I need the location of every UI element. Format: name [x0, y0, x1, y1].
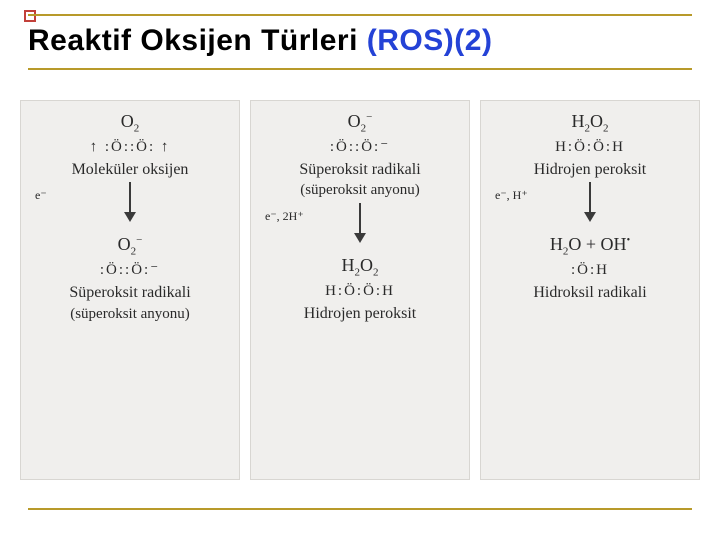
page-title: Reaktif Oksijen Türleri (ROS)(2) — [28, 24, 692, 58]
reaction-arrow-2: e⁻, 2H⁺ — [257, 203, 463, 251]
label-hydroxyl: Hidroksil radikali — [533, 284, 646, 302]
formula-hydroxyl: H2O + OH• — [550, 234, 630, 259]
panel-superoxide: O2− :Ö::Ö:⁻ Süperoksit radikali (süperok… — [250, 100, 470, 480]
arrow-note-2: e⁻, 2H⁺ — [265, 209, 304, 224]
arrow-note-3: e⁻, H⁺ — [495, 188, 528, 203]
arrow-note-1: e⁻ — [35, 188, 47, 203]
sublabel-superoxide-2: (süperoksit anyonu) — [300, 182, 420, 199]
label-superoxide-2: Süperoksit radikali — [299, 161, 420, 179]
label-peroxide-1: Hidrojen peroksit — [304, 305, 416, 323]
formula-superoxide-1: O2− — [118, 234, 143, 259]
formula-o2: O2 — [121, 111, 140, 136]
arrow-shaft-icon — [359, 203, 361, 241]
panel-molecular-oxygen: O2 ↑ :Ö::Ö: ↑ Moleküler oksijen e⁻ O2− :… — [20, 100, 240, 480]
label-peroxide-2: Hidrojen peroksit — [534, 161, 646, 179]
lewis-superoxide-2: :Ö::Ö:⁻ — [330, 140, 390, 155]
title-bar: Reaktif Oksijen Türleri (ROS)(2) — [28, 14, 692, 70]
lewis-h2o2-2: H:Ö:Ö:H — [555, 140, 625, 155]
arrow-shaft-icon — [129, 182, 131, 220]
label-superoxide-1: Süperoksit radikali — [69, 284, 190, 302]
title-part1: Reaktif Oksijen Türleri — [28, 24, 367, 57]
bottom-rule — [28, 508, 692, 510]
formula-h2o2-2: H2O2 — [572, 111, 609, 136]
formula-superoxide-2: O2− — [348, 111, 373, 136]
reaction-arrow-1: e⁻ — [27, 182, 233, 230]
formula-h2o2-1: H2O2 — [342, 255, 379, 280]
diagram-panels: O2 ↑ :Ö::Ö: ↑ Moleküler oksijen e⁻ O2− :… — [20, 100, 700, 480]
sublabel-superoxide-1: (süperoksit anyonu) — [70, 306, 190, 323]
lewis-hydroxyl: :Ö:H — [571, 263, 609, 278]
title-part2: (ROS)(2) — [367, 24, 493, 57]
reaction-arrow-3: e⁻, H⁺ — [487, 182, 693, 230]
label-molecular-oxygen: Moleküler oksijen — [72, 161, 189, 179]
lewis-o2: ↑ :Ö::Ö: ↑ — [90, 140, 171, 155]
arrow-shaft-icon — [589, 182, 591, 220]
lewis-h2o2-1: H:Ö:Ö:H — [325, 284, 395, 299]
lewis-superoxide-1: :Ö::Ö:⁻ — [100, 263, 160, 278]
panel-peroxide: H2O2 H:Ö:Ö:H Hidrojen peroksit e⁻, H⁺ H2… — [480, 100, 700, 480]
